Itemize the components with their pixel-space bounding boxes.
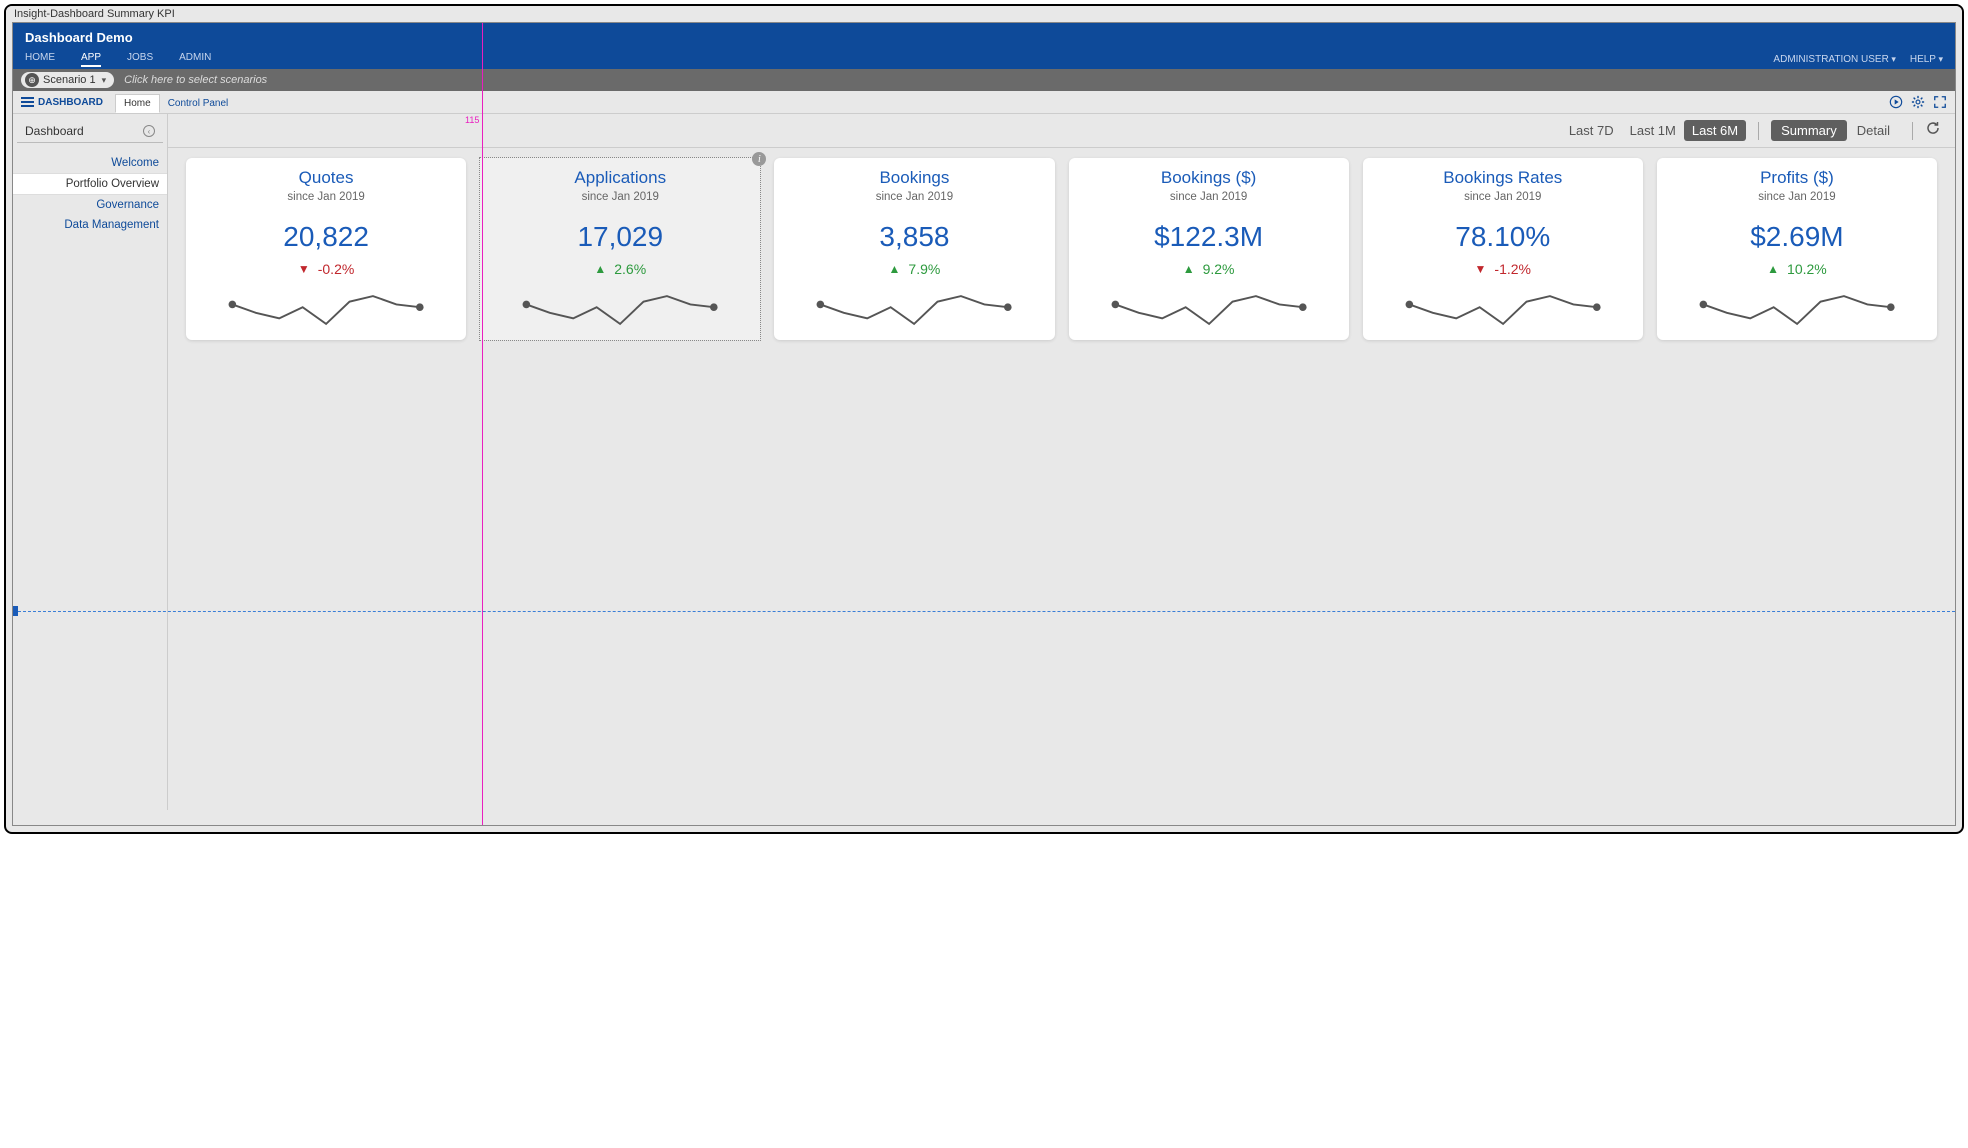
outer-frame: Insight-Dashboard Summary KPI Dashboard …: [4, 4, 1964, 834]
sidebar-item-data-management[interactable]: Data Management: [13, 215, 167, 235]
kpi-delta: ▲7.9%: [780, 261, 1048, 277]
nav-home[interactable]: HOME: [25, 52, 55, 67]
sub-tab-left: DASHBOARD HomeControl Panel: [21, 93, 236, 111]
divider: [1758, 122, 1759, 140]
fullscreen-icon[interactable]: [1933, 95, 1947, 109]
sidebar: Dashboard ‹ WelcomePortfolio OverviewGov…: [13, 114, 168, 810]
kpi-subtitle: since Jan 2019: [780, 191, 1048, 203]
nav-row: HOME APP JOBS ADMIN ADMINISTRATION USER HEL…: [13, 52, 1955, 69]
window-title: Insight-Dashboard Summary KPI: [6, 6, 1962, 22]
top-header: Dashboard Demo HOME APP JOBS ADMIN ADMINIST…: [13, 23, 1955, 69]
trend-down-icon: ▼: [298, 262, 310, 276]
kpi-value: 17,029: [486, 221, 754, 253]
collapse-sidebar-icon[interactable]: ‹: [143, 125, 155, 137]
trend-up-icon: ▲: [889, 262, 901, 276]
app-title: Dashboard Demo: [13, 23, 1955, 52]
guide-vertical[interactable]: [482, 23, 483, 825]
time-range-last-6m[interactable]: Last 6M: [1684, 120, 1746, 141]
kpi-title: Applications: [486, 168, 754, 188]
trend-up-icon: ▲: [594, 262, 606, 276]
sparkline: [780, 291, 1048, 334]
sub-tab-home[interactable]: Home: [115, 94, 160, 113]
sidebar-title-row: Dashboard ‹: [17, 120, 163, 143]
nav-jobs[interactable]: JOBS: [127, 52, 153, 67]
sidebar-title: Dashboard: [25, 124, 84, 138]
scenario-badge-icon: ⊕: [25, 73, 39, 87]
sub-tab-bar: DASHBOARD HomeControl Panel: [13, 91, 1955, 114]
time-range-last-1m[interactable]: Last 1M: [1622, 120, 1684, 141]
guide-horizontal[interactable]: [13, 611, 1955, 612]
dashboard-label: DASHBOARD: [38, 97, 103, 108]
kpi-subtitle: since Jan 2019: [1075, 191, 1343, 203]
kpi-delta: ▲2.6%: [486, 261, 754, 277]
filter-bar: Last 7DLast 1MLast 6M SummaryDetail: [168, 114, 1955, 148]
nav-left: HOME APP JOBS ADMIN: [25, 52, 211, 67]
kpi-subtitle: since Jan 2019: [486, 191, 754, 203]
trend-down-icon: ▼: [1475, 262, 1487, 276]
toolbar-right: [1889, 95, 1947, 109]
info-badge-icon[interactable]: i: [752, 152, 766, 166]
user-menu[interactable]: ADMINISTRATION USER: [1773, 54, 1895, 65]
trend-up-icon: ▲: [1183, 262, 1195, 276]
time-range-last-7d[interactable]: Last 7D: [1561, 120, 1622, 141]
sub-tab-control-panel[interactable]: Control Panel: [160, 95, 237, 112]
sidebar-item-welcome[interactable]: Welcome: [13, 153, 167, 173]
scenario-bar: ⊕ Scenario 1 Click here to select scenar…: [13, 69, 1955, 91]
scenario-selector[interactable]: ⊕ Scenario 1: [21, 72, 114, 88]
kpi-card-applications[interactable]: iApplicationssince Jan 201917,029▲2.6%: [480, 158, 760, 340]
sparkline: [1075, 291, 1343, 334]
kpi-subtitle: since Jan 2019: [192, 191, 460, 203]
guide-vertical-label: 115: [465, 115, 479, 125]
sidebar-item-portfolio-overview[interactable]: Portfolio Overview: [13, 173, 167, 195]
kpi-value: 78.10%: [1369, 221, 1637, 253]
kpi-title: Bookings: [780, 168, 1048, 188]
kpi-value: 20,822: [192, 221, 460, 253]
kpi-delta: ▼-0.2%: [192, 261, 460, 277]
kpi-title: Bookings ($): [1075, 168, 1343, 188]
gear-icon[interactable]: [1911, 95, 1925, 109]
kpi-card-bookings-[interactable]: Bookings ($) since Jan 2019 $122.3M ▲9.2%: [1069, 158, 1349, 340]
play-icon[interactable]: [1889, 95, 1903, 109]
kpi-card-bookings[interactable]: Bookings since Jan 2019 3,858 ▲7.9%: [774, 158, 1054, 340]
kpi-card-bookings-rates[interactable]: Bookings Rates since Jan 2019 78.10% ▼-1.2%: [1363, 158, 1643, 340]
view-detail[interactable]: Detail: [1847, 120, 1900, 141]
nav-right: ADMINISTRATION USER HELP: [1773, 54, 1943, 65]
kpi-delta: ▼-1.2%: [1369, 261, 1637, 277]
kpi-title: Profits ($): [1663, 168, 1931, 188]
sparkline: [486, 291, 754, 334]
nav-app[interactable]: APP: [81, 52, 101, 67]
kpi-value: 3,858: [780, 221, 1048, 253]
scenario-label: Scenario 1: [43, 74, 96, 86]
kpi-delta: ▲9.2%: [1075, 261, 1343, 277]
kpi-subtitle: since Jan 2019: [1663, 191, 1931, 203]
refresh-icon[interactable]: [1925, 120, 1941, 141]
kpi-title: Bookings Rates: [1369, 168, 1637, 188]
sparkline: [1663, 291, 1931, 334]
sidebar-item-governance[interactable]: Governance: [13, 195, 167, 215]
sparkline: [1369, 291, 1637, 334]
kpi-delta: ▲10.2%: [1663, 261, 1931, 277]
kpi-card-profits-[interactable]: Profits ($) since Jan 2019 $2.69M ▲10.2%: [1657, 158, 1937, 340]
nav-admin[interactable]: ADMIN: [179, 52, 211, 67]
content-area: Last 7DLast 1MLast 6M SummaryDetail Quot…: [168, 114, 1955, 810]
view-summary[interactable]: Summary: [1771, 120, 1847, 141]
kpi-cards-row: Quotes since Jan 2019 20,822 ▼-0.2% i Applica…: [168, 148, 1955, 350]
app-window: Dashboard Demo HOME APP JOBS ADMIN ADMINIST…: [12, 22, 1956, 826]
kpi-title: Quotes: [192, 168, 460, 188]
divider: [1912, 122, 1913, 140]
kpi-value: $122.3M: [1075, 221, 1343, 253]
trend-up-icon: ▲: [1767, 262, 1779, 276]
sparkline: [192, 291, 460, 334]
kpi-subtitle: since Jan 2019: [1369, 191, 1637, 203]
kpi-value: $2.69M: [1663, 221, 1931, 253]
scenario-hint[interactable]: Click here to select scenarios: [124, 74, 267, 86]
guide-handle[interactable]: [13, 606, 18, 616]
help-menu[interactable]: HELP: [1910, 54, 1943, 65]
dashboard-icon: [21, 97, 34, 108]
main-area: Dashboard ‹ WelcomePortfolio OverviewGov…: [13, 114, 1955, 810]
kpi-card-quotes[interactable]: Quotes since Jan 2019 20,822 ▼-0.2%: [186, 158, 466, 340]
